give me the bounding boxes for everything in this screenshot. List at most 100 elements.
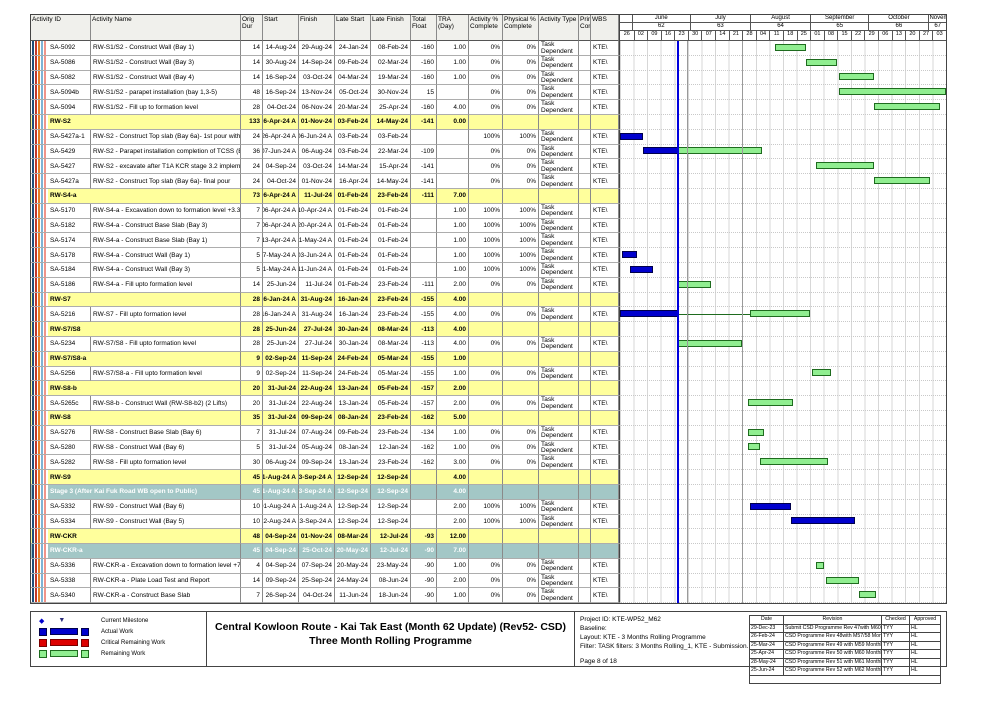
activity-id-cell: SA-5092 <box>31 41 91 56</box>
finish-cell: 03-Oct-24 <box>299 159 335 175</box>
activity-type-cell <box>539 470 579 485</box>
revision-row: 25-Apr-24 CSD Programme Rev 50 with M60 M… <box>750 650 940 659</box>
late-finish-cell: 12-Sep-24 <box>371 514 411 530</box>
row-color-stripes <box>32 307 48 322</box>
wbs-cell <box>591 470 619 485</box>
timeline-month-number: 62 <box>631 23 690 31</box>
timeline-week-label: 06 <box>877 31 892 41</box>
late-start-cell: 03-Feb-24 <box>335 144 371 160</box>
tra-day-cell: 4.00 <box>437 307 469 323</box>
orig-dur-cell: 5 <box>241 440 263 456</box>
gantt-bar-actual <box>621 251 638 259</box>
prim-const-cell <box>579 174 591 189</box>
page-number: Page 8 of 18 <box>580 658 617 666</box>
finish-cell: 31-Aug-24 <box>299 292 335 308</box>
late-start-cell: 24-Feb-24 <box>335 351 371 367</box>
gantt-row-canvas <box>619 588 946 604</box>
activity-id-cell: SA-5427a <box>31 174 91 189</box>
activity-type-cell <box>539 484 579 500</box>
gantt-row-canvas <box>619 366 946 382</box>
finish-cell: 11-Jun-24 A <box>299 262 335 278</box>
report-title-line2: Three Month Rolling Programme <box>309 635 472 648</box>
orig-dur-cell: 7 <box>241 218 263 234</box>
wbs-cell <box>591 114 619 130</box>
prim-const-cell <box>579 573 591 589</box>
summary-label-cell: RW-S7 <box>31 292 241 308</box>
total-float-cell: -162 <box>411 410 437 426</box>
start-cell: 06-Apr-24 A <box>263 203 299 219</box>
activity-type-cell: Task Dependent <box>539 455 579 471</box>
activity-name-cell: RW-S8 - Construct Wall (Bay 6) <box>91 440 241 456</box>
activity-row: SA-5094b RW-S1/S2 - parapet installation … <box>31 85 946 101</box>
activity-type-cell <box>539 292 579 308</box>
revision-header-cell: Checked <box>882 616 910 624</box>
tra-day-cell: 1.00 <box>437 558 469 574</box>
late-finish-cell: 08-Jun-24 <box>371 573 411 589</box>
activity-row: SA-5082 RW-S1/S2 - Construct Wall (Bay 4)… <box>31 70 946 86</box>
row-color-stripes <box>32 440 48 455</box>
timeline-month-label: June <box>631 15 690 23</box>
activity-name-cell: RW-S8 - Fill upto formation level <box>91 455 241 471</box>
prim-const-cell <box>579 144 591 160</box>
row-color-stripes <box>32 174 48 188</box>
prim-const-cell <box>579 336 591 352</box>
wbs-cell <box>591 410 619 426</box>
late-finish-cell: 14-May-24 <box>371 114 411 130</box>
late-start-cell: 30-Jan-24 <box>335 322 371 337</box>
legend-item: Remaining Work <box>35 648 202 659</box>
total-float-cell: -155 <box>411 351 437 367</box>
gantt-row-canvas <box>619 322 946 337</box>
activity-row: SA-5340 RW-CKR-a - Construct Base Slab 7 26… <box>31 588 946 604</box>
activity-row: SA-5086 RW-S1/S2 - Construct Wall (Bay 3)… <box>31 55 946 71</box>
activity-name-cell: RW-S2 - Construct Top slab (Bay 6a)- 1st… <box>91 129 241 145</box>
gantt-row-canvas <box>619 85 946 101</box>
physical-pct-cell: 0% <box>503 588 539 604</box>
activity-name-cell: RW-S4-a - Excavation down to formation l… <box>91 203 241 219</box>
start-cell: 14-Aug-24 <box>263 41 299 56</box>
milestone-triangle-icon: ▼ <box>58 617 66 625</box>
start-cell: 31-Jul-24 <box>263 396 299 411</box>
start-cell: 26-Apr-24 A <box>263 129 299 145</box>
gantt-row-canvas <box>619 499 946 515</box>
timeline-week-label: 07 <box>701 31 716 41</box>
activity-id-cell: SA-5216 <box>31 307 91 323</box>
gantt-bar-actual <box>643 147 679 155</box>
activity-row: SA-5338 RW-CKR-a - Plate Load Test and Re… <box>31 573 946 589</box>
prim-const-cell <box>579 188 591 204</box>
legend-label: Current Milestone <box>101 617 149 624</box>
prim-const-cell <box>579 41 591 56</box>
tra-day-cell: 1.00 <box>437 351 469 367</box>
wbs-summary-row: RW-S8 35 31-Jul-24 09-Sep-24 08-Jan-24 23-Feb… <box>31 410 946 426</box>
activity-id-cell: SA-5234 <box>31 336 91 352</box>
timeline-month-row: JuneJulyAugustSeptemberOctoberNovember <box>620 15 946 23</box>
prim-const-cell <box>579 70 591 86</box>
finish-cell: 27-Jul-24 <box>299 322 335 337</box>
column-header-4: Finish <box>299 15 335 41</box>
prim-const-cell <box>579 159 591 175</box>
column-header-7: Total Float <box>411 15 437 41</box>
gantt-row-canvas <box>619 114 946 130</box>
timeline-month-number-row: 62 63 64 65 66 67 <box>620 23 946 31</box>
prim-const-cell <box>579 277 591 293</box>
column-header-2: Orig Dur <box>241 15 263 41</box>
activity-row: SA-5276 RW-S8 - Construct Base Slab (Bay … <box>31 425 946 441</box>
wbs-cell: KTE\ <box>591 499 619 515</box>
late-start-cell: 24-Feb-24 <box>335 366 371 382</box>
activity-id-cell: SA-5174 <box>31 233 91 249</box>
start-cell: 06-Apr-24 A <box>263 188 299 204</box>
row-color-stripes <box>32 366 48 381</box>
late-finish-cell: 25-Apr-24 <box>371 100 411 115</box>
summary-label-cell: RW-S8 <box>31 410 241 426</box>
gantt-bar-suspend <box>678 314 750 316</box>
total-float-cell <box>411 248 437 263</box>
late-start-cell: 01-Feb-24 <box>335 262 371 278</box>
late-finish-cell: 23-Feb-24 <box>371 277 411 293</box>
activity-row: SA-5427a-1 RW-S2 - Construct Top slab (Ba… <box>31 129 946 145</box>
column-header-12: Prim Const <box>579 15 591 41</box>
revision-cell: 25-Jun-24 <box>750 667 784 675</box>
gantt-bar-actual <box>629 265 653 273</box>
revision-cell: TYY <box>882 650 910 658</box>
activity-type-cell <box>539 351 579 367</box>
total-float-cell <box>411 514 437 530</box>
start-cell: 06-Apr-24 A <box>263 218 299 234</box>
